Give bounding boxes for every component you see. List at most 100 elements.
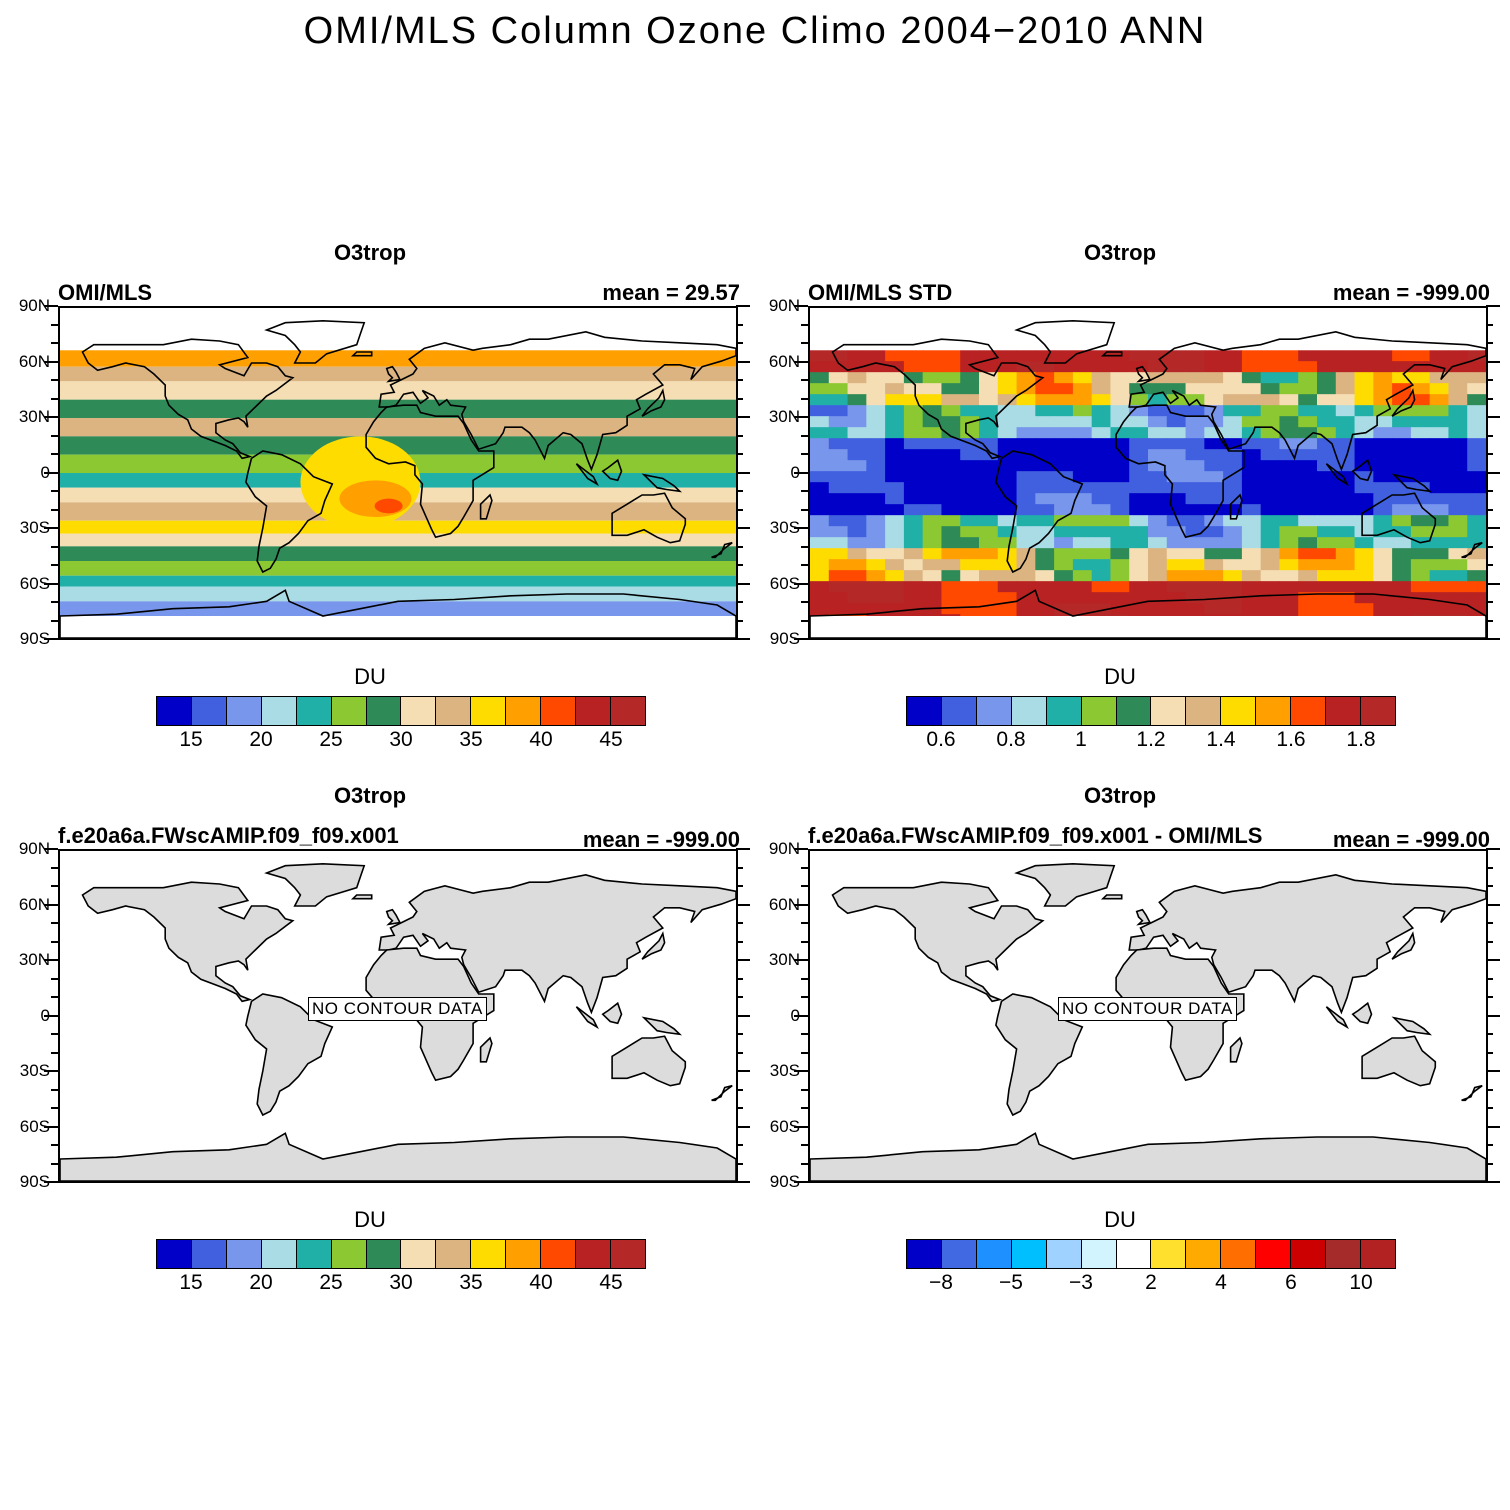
contour-cell [1166,493,1187,505]
contour-band [60,399,736,418]
contour-cell [1110,515,1130,527]
contour-cell [1110,504,1130,516]
contour-cell [941,559,961,571]
contour-cell [1072,581,1093,593]
contour-cell [1035,548,1055,560]
axis-tick [736,848,750,850]
contour-cell [922,548,942,560]
lat-label: 90N [18,296,50,315]
contour-cell [1429,416,1449,428]
contour-cell [810,559,830,571]
contour-cell [1467,383,1486,395]
axis-tick [1486,582,1500,585]
left-axis-ticks [794,305,808,640]
contour-cell [960,548,980,560]
contour-cell [960,526,980,538]
contour-cell [828,372,849,384]
contour-cell [1091,394,1111,406]
uk-outline [385,365,402,383]
contour-cell [1429,350,1449,362]
contour-cell [903,515,924,527]
colorbar-box [1256,1240,1292,1268]
contour-cell [1279,383,1299,395]
contour-cell [1354,438,1374,450]
colorbar [156,1239,646,1269]
contour-cell [1148,493,1168,505]
contour-cell [828,515,849,527]
axis-tick [736,1125,750,1128]
contour-cell [1035,383,1055,395]
contour-cell [1317,526,1337,538]
contour-cell [1110,449,1130,461]
contour-cell [1260,504,1280,516]
contour-cell [1392,504,1412,516]
contour-cell [922,372,942,384]
axis-tick [794,582,808,585]
colorbar-box [366,1240,402,1268]
contour-cell [1467,361,1486,373]
contour-cell [1373,427,1393,439]
contour-cell [1148,372,1168,384]
contour-cell [922,570,942,582]
colorbar-box [261,1240,297,1268]
contour-cell [1035,559,1055,571]
contour-cell [1091,570,1111,582]
axis-tick [1486,471,1500,474]
contour-cell [979,460,999,472]
contour-cell [1392,350,1412,362]
contour-cell [1279,405,1299,417]
contour-cell [1317,427,1337,439]
contour-cell [1317,449,1337,461]
contour-cell [960,471,980,483]
figure-title: OMI/MLS Column Ozone Climo 2004−2010 ANN [303,10,1207,52]
axis-tick [801,434,808,437]
contour-cell [979,548,999,560]
contour-cell [810,581,830,593]
contour-cell [1204,570,1224,582]
contour-cell [1241,471,1262,483]
contour-cell [941,427,961,439]
contour-cell [1354,548,1374,560]
contour-cell [941,548,961,560]
axis-tick [1486,1088,1493,1091]
contour-cell [960,394,980,406]
contour-cell [903,350,924,362]
contour-cell [866,394,886,406]
contour-cell [941,581,961,593]
contour-cell [903,548,924,560]
contour-cell [866,350,886,362]
axis-tick [736,379,743,381]
contour-cell [847,537,867,549]
axis-tick [801,1051,808,1054]
contour-cell [979,537,999,549]
panel-omi-mls: O3trop OMI/MLS mean = 29.57 DU 15 20 25 30 3… [0,240,750,770]
contour-cell [1335,416,1356,428]
colorbar-tick-label: 30 [389,1271,413,1294]
greenland-outline [264,862,366,907]
lat-label: 0 [790,462,800,482]
colorbar-box [471,1240,507,1268]
contour-cell [810,493,830,505]
contour-cell [828,548,849,560]
iceland-outline [350,894,373,900]
contour-cell [1448,570,1468,582]
contour-cell [1129,570,1149,582]
contour-cell [1016,350,1036,362]
contour-cell [1129,427,1149,439]
axis-tick [1486,453,1493,455]
contour-cell [1317,405,1337,417]
contour-cell [1148,515,1168,527]
contour-cell [885,592,905,604]
contour-cell [1223,394,1243,406]
contour-cell [1392,559,1412,571]
lat-label: 90N [768,296,800,315]
contour-cell [847,438,867,450]
new-zealand-outline [1461,1084,1483,1102]
contour-cell [1260,471,1280,483]
contour-cell [1467,581,1486,593]
contour-cell [847,515,867,527]
contour-cell [1185,581,1205,593]
contour-cell [997,482,1018,494]
contour-cell [1091,537,1111,549]
axis-tick [44,1070,58,1072]
